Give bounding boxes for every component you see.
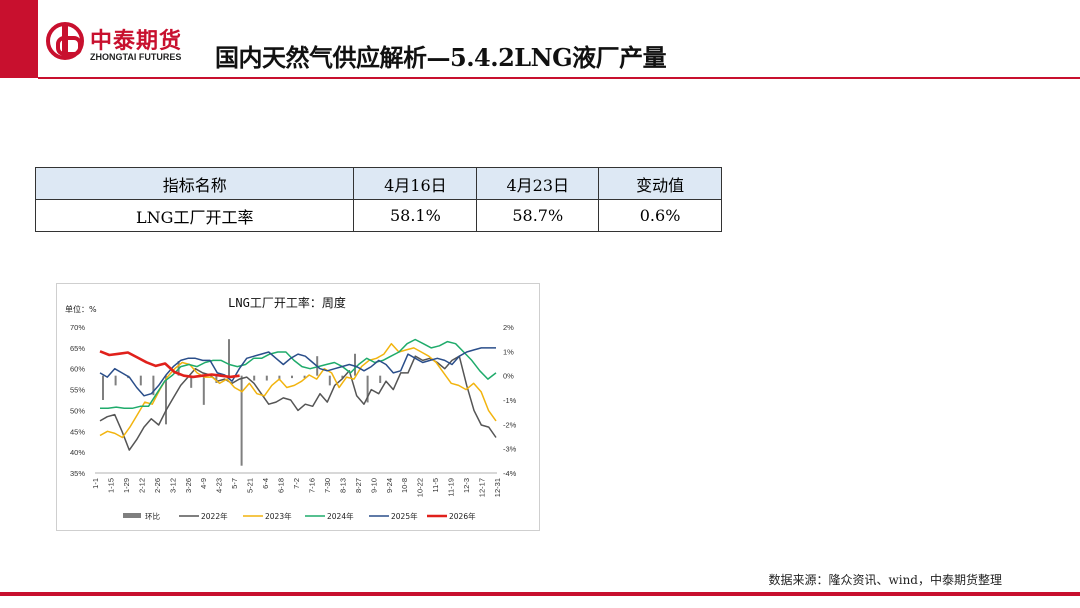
bar-mom (202, 375, 205, 405)
x-tick-label: 2-26 (153, 478, 162, 493)
bar-mom (265, 375, 268, 381)
bar-mom (215, 375, 218, 383)
x-tick-label: 1-1 (91, 478, 100, 489)
x-tick-label: 5-21 (246, 478, 255, 493)
x-tick-label: 9-24 (385, 478, 394, 493)
x-tick-label: 4-9 (199, 478, 208, 489)
bar-mom (291, 375, 293, 379)
x-tick-label: 3-12 (168, 478, 177, 493)
header-change: 变动值 (598, 167, 722, 200)
y-right-tick-label: -4% (503, 469, 517, 478)
x-tick-label: 6-4 (261, 478, 270, 489)
y-left-tick-label: 50% (70, 406, 85, 415)
y-left-tick-label: 60% (70, 365, 85, 374)
header-indicator: 指标名称 (34, 167, 355, 200)
data-source-note: 数据来源：隆众资讯、wind，中泰期货整理 (768, 573, 1002, 587)
bar-mom (228, 339, 230, 376)
cell-indicator: LNG工厂开工率 (34, 199, 355, 232)
bar-mom (102, 375, 104, 400)
x-tick-label: 1-15 (106, 478, 115, 493)
chart-unit-label: 单位：% (65, 304, 97, 314)
bar-mom (139, 375, 142, 386)
x-tick-label: 3-26 (184, 478, 193, 493)
page-title: 国内天然气供应解析—5.4.2LNG液厂产量 (215, 43, 667, 72)
y-left-tick-label: 55% (70, 386, 85, 395)
lng-utilization-chart: LNG工厂开工率：周度单位：% 35% 40% 45% 50% 55% 60% 65% 70% -… (56, 283, 540, 531)
x-tick-label: 10-22 (416, 478, 425, 497)
legend-label: 2025年 (391, 511, 418, 521)
y-right-tick-label: -2% (503, 420, 517, 429)
x-tick-label: 2-12 (137, 478, 146, 493)
legend-label: 2024年 (327, 511, 354, 521)
bar-mom (366, 375, 369, 403)
table-row: LNG工厂开工率 58.1% 58.7% 0.6% (34, 199, 722, 232)
x-tick-label: 8-27 (354, 478, 363, 493)
cell-change: 0.6% (598, 199, 722, 232)
x-tick-label: 11-19 (447, 478, 456, 497)
bar-mom (379, 375, 382, 383)
y-left-tick-label: 45% (70, 427, 85, 436)
x-tick-label: 6-18 (277, 478, 286, 493)
cell-value-1: 58.1% (353, 199, 478, 232)
chart-title: LNG工厂开工率：周度 (228, 295, 346, 310)
company-logo: 中泰期货 ZHONGTAI FUTURES (46, 22, 196, 66)
legend-label: 2022年 (201, 511, 228, 521)
x-tick-label: 7-2 (292, 478, 301, 489)
x-tick-label: 4-23 (215, 478, 224, 493)
bar-mom (190, 375, 193, 388)
x-tick-label: 9-10 (369, 478, 378, 493)
y-left-tick-label: 40% (70, 448, 85, 457)
cell-value-2: 58.7% (476, 199, 600, 232)
y-left-tick-label: 35% (70, 469, 85, 478)
logo-mark-icon (46, 22, 84, 60)
y-left-tick-label: 70% (70, 323, 85, 332)
x-tick-label: 12-17 (478, 478, 487, 497)
y-left-tick-label: 65% (70, 344, 85, 353)
logo-en-text: ZHONGTAI FUTURES (90, 52, 182, 62)
x-tick-label: 11-5 (431, 478, 440, 492)
x-tick-label: 8-13 (338, 478, 347, 493)
series-line-3 (99, 347, 496, 397)
table-header-row: 指标名称 4月16日 4月23日 变动值 (34, 167, 722, 200)
bar-mom (328, 375, 331, 386)
y-right-tick-label: 0% (503, 372, 514, 381)
bar-mom (240, 375, 243, 466)
header-divider (38, 77, 1080, 79)
series-line-1 (99, 342, 497, 439)
y-right-tick-label: 1% (503, 347, 514, 356)
x-tick-label: 12-3 (462, 478, 471, 493)
bar-mom (278, 375, 281, 381)
header-date-1: 4月16日 (353, 167, 478, 200)
x-tick-label: 12-31 (493, 478, 502, 497)
x-tick-label: 5-7 (230, 478, 239, 489)
series-line-0 (99, 355, 497, 451)
legend-label: 2023年 (265, 511, 292, 521)
x-tick-label: 10-8 (400, 478, 409, 493)
legend-swatch-bar (123, 513, 141, 518)
header-date-2: 4月23日 (476, 167, 600, 200)
series-line-4 (99, 350, 240, 379)
bar-mom (165, 375, 167, 425)
bar-mom (114, 375, 117, 386)
y-right-tick-label: -3% (503, 445, 517, 454)
x-tick-label: 7-30 (323, 478, 332, 493)
legend-label: 2026年 (449, 511, 476, 521)
indicator-table: 指标名称 4月16日 4月23日 变动值 LNG工厂开工率 58.1% 58.7… (34, 167, 722, 232)
x-tick-label: 7-16 (307, 478, 316, 493)
footer-divider (0, 592, 1080, 596)
series-line-2 (100, 338, 497, 410)
x-tick-label: 1-29 (122, 478, 131, 493)
bar-mom (354, 353, 356, 376)
bar-mom (341, 375, 344, 379)
bar-mom (152, 375, 155, 396)
logo-cn-text: 中泰期货 (90, 29, 183, 54)
legend-label: 环比 (145, 511, 160, 521)
bar-mom (253, 375, 256, 381)
y-right-tick-label: -1% (503, 396, 517, 405)
bar-mom (303, 375, 306, 379)
y-right-tick-label: 2% (503, 323, 514, 332)
header-accent-bar (0, 0, 38, 78)
